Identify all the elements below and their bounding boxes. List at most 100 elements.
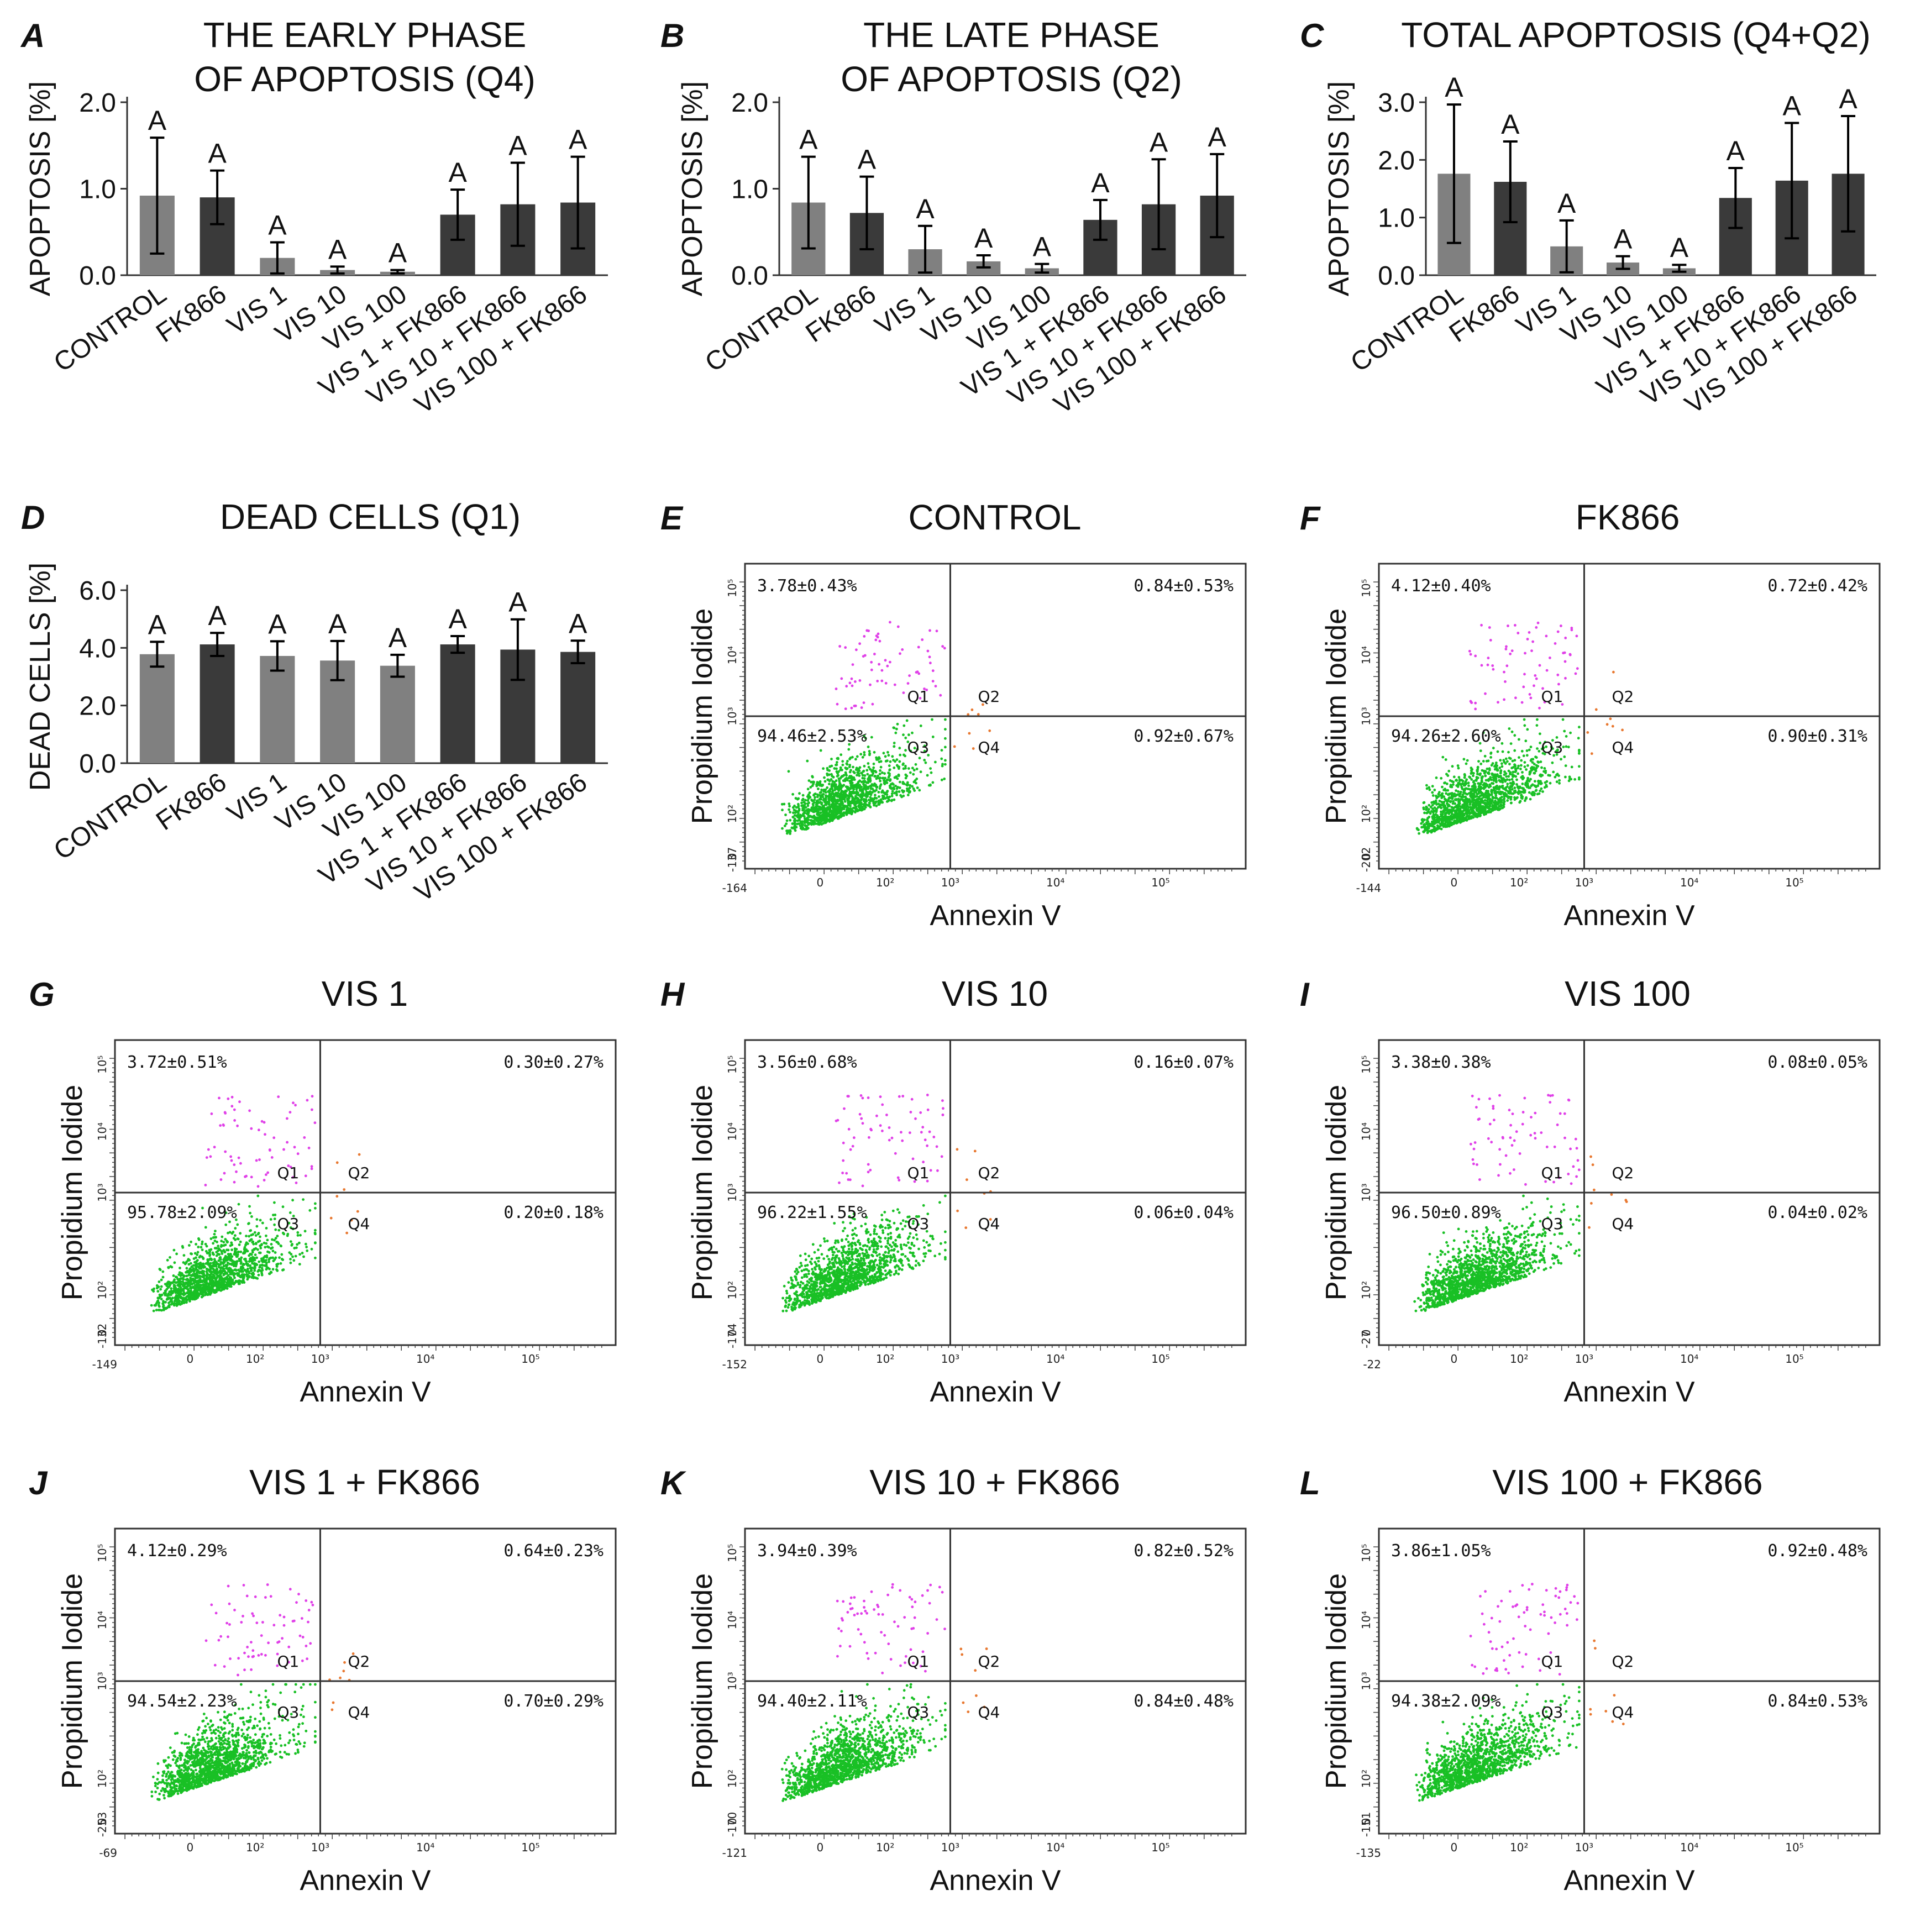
q3-point (314, 1229, 317, 1232)
q1-point (1468, 650, 1471, 653)
q1-point (849, 681, 852, 684)
q3-point (1544, 770, 1547, 773)
q3-point (1536, 747, 1539, 750)
x-axis-label: Annexin V (930, 900, 1061, 932)
q3-point (1452, 807, 1455, 810)
q2-point (1595, 708, 1598, 711)
y-tick-label: 10² (1360, 805, 1373, 823)
q3-point (1544, 767, 1546, 770)
q3-point (944, 718, 947, 721)
significance-letter: A (208, 600, 227, 631)
y-axis-label: APOPTOSIS [%] (1323, 81, 1355, 296)
q3-point (878, 757, 880, 760)
q3-point (902, 733, 905, 736)
q3-point (234, 1227, 237, 1230)
q1-point (1564, 660, 1567, 663)
q3-point (261, 1264, 264, 1267)
panel-label: A (20, 17, 45, 54)
q3-point (1445, 799, 1447, 801)
q3-point (802, 809, 805, 811)
q3-point (255, 1263, 258, 1266)
q1-point (1514, 624, 1517, 627)
q1-point (1533, 684, 1535, 687)
q3-point (852, 790, 854, 793)
q3-point (197, 1246, 200, 1248)
q3-point (201, 1248, 204, 1251)
q3-point (1526, 754, 1529, 757)
q3-point (1518, 801, 1521, 804)
q3-point (1441, 756, 1444, 759)
y-axis-label: Propidium Iodide (686, 608, 718, 824)
q3-point (236, 1272, 239, 1275)
q3-point (1423, 826, 1426, 828)
q3-point (1491, 809, 1494, 812)
q3-point (845, 790, 848, 792)
q3-point (1507, 792, 1510, 795)
significance-letter: A (1727, 135, 1745, 166)
q3-point (276, 1235, 279, 1237)
q3-point (896, 758, 899, 761)
significance-letter: A (1208, 122, 1227, 153)
q3-point (1472, 784, 1475, 787)
q3-point (1491, 805, 1494, 808)
q1-point (916, 670, 919, 673)
q3-point (817, 811, 820, 813)
q3-point (172, 1274, 175, 1277)
q3-point (153, 1310, 155, 1313)
q3-point (179, 1282, 181, 1285)
q3-point (186, 1281, 189, 1284)
q1-point (908, 674, 911, 677)
q3-point (838, 784, 841, 786)
q3-point (259, 1252, 262, 1254)
x-tick-label: 10⁴ (1680, 876, 1698, 889)
q3-point (170, 1291, 172, 1294)
q3-point (278, 1256, 281, 1259)
q1-point (929, 662, 932, 664)
q3-point (781, 827, 784, 830)
q3-point (891, 790, 894, 792)
q3-point (1531, 794, 1534, 796)
q3-point (1479, 749, 1482, 752)
q3-point (1461, 814, 1463, 817)
q3-point (807, 812, 810, 815)
q3-point (1529, 798, 1532, 801)
q3-point (1573, 778, 1576, 781)
q3-point (839, 753, 842, 756)
q3-point (803, 815, 806, 818)
q3-point (1503, 801, 1505, 804)
q3-point (213, 1233, 216, 1236)
q3-point (857, 801, 860, 804)
q3-point (1418, 832, 1420, 835)
q3-point (208, 1249, 211, 1252)
y-tick-label: 1.0 (1378, 204, 1415, 233)
y-tick-label: 2.0 (79, 692, 116, 721)
q3-point (842, 764, 844, 767)
q2-point (1586, 731, 1589, 734)
q3-point (853, 778, 856, 781)
q3-point (1511, 788, 1514, 791)
q3-point (934, 761, 937, 764)
q3-point (929, 767, 932, 770)
q3-point (1552, 771, 1555, 774)
q3-point (869, 796, 872, 799)
q1-point (845, 685, 848, 687)
q3-point (804, 821, 806, 824)
q1-point (1503, 699, 1505, 701)
q3-point (1549, 782, 1552, 785)
q3-point (1578, 765, 1581, 768)
q3-point (825, 794, 827, 797)
q2-point (988, 729, 991, 732)
significance-letter: A (389, 238, 407, 269)
q3-point (1465, 810, 1467, 812)
category-label: CONTROL (49, 768, 172, 866)
q3-point (899, 794, 902, 797)
q3-point (852, 807, 855, 810)
q3-point (797, 813, 800, 816)
q3-point (1433, 789, 1436, 791)
q3-point (1482, 808, 1484, 811)
q3-point (1483, 771, 1486, 774)
q3-point (305, 1246, 308, 1248)
q3-point (269, 1257, 271, 1260)
q3-point (842, 804, 844, 807)
q3-point (254, 1231, 256, 1234)
